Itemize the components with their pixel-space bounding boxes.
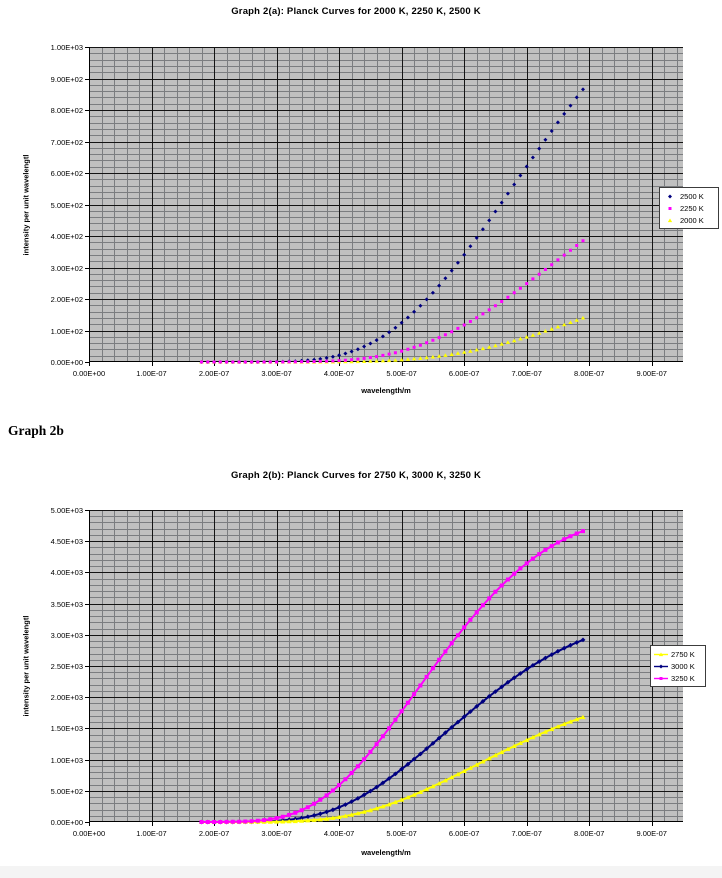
legend-marker-diamond-icon: [668, 194, 672, 198]
x-tick-label: 8.00E-07: [573, 829, 605, 838]
legend-item: 3000 K: [653, 660, 702, 672]
x-tick-label: 6.00E-07: [448, 369, 480, 378]
y-tick-label: 5.00E+02: [50, 200, 83, 210]
y-axis-title: intensity per unit wavelengtl: [21, 615, 31, 717]
y-tick-label: 2.00E+02: [50, 295, 83, 304]
x-tick-label: 9.00E-07: [636, 369, 667, 378]
x-tick-label: 5.00E-07: [386, 369, 417, 378]
axis-ticks: [85, 47, 653, 366]
y-tick-label: 9.00E+02: [50, 74, 83, 84]
plot-area: [85, 510, 683, 826]
y-tick-label: 8.00E+02: [50, 106, 83, 115]
x-tick-label: 0.00E+00: [72, 369, 106, 378]
legend-item-label: 3000 K: [671, 661, 695, 671]
y-tick-label: 1.00E+02: [50, 326, 83, 336]
x-tick-label: 3.00E-07: [261, 369, 292, 378]
chart-title: Graph 2(b): Planck Curves for 2750 K, 30…: [230, 470, 482, 481]
x-tick-label: 0.00E+00: [72, 829, 106, 838]
major-gridlines: [89, 47, 683, 362]
y-tick-label: 5.00E+03: [50, 506, 83, 515]
y-tick-label: 1.50E+03: [50, 724, 83, 734]
x-tick-label: 7.00E-07: [511, 829, 542, 838]
y-tick-label: 7.00E+02: [50, 137, 83, 147]
y-axis-title: intensity per unit wavelengtl: [21, 154, 31, 256]
y-tick-label: 0.00E+00: [50, 818, 83, 827]
x-tick-label: 6.00E-07: [448, 829, 480, 838]
legend-item-label: 2500 K: [680, 191, 704, 201]
y-tick-label: 6.00E+02: [50, 169, 83, 178]
legend-item-label: 3250 K: [671, 673, 695, 683]
section-heading: Graph 2b: [8, 423, 64, 438]
legend-item-label: 2250 K: [680, 203, 704, 213]
legend-item: 3250 K: [653, 672, 702, 684]
axis-lines: [89, 510, 683, 822]
y-tick-label: 2.00E+03: [50, 693, 83, 703]
x-tick-label: 3.00E-07: [261, 829, 292, 838]
legend: 2500 K 2250 K 2000 K: [659, 187, 719, 229]
legend-item: 2250 K: [662, 202, 715, 214]
legend-item-label: 2750 K: [671, 649, 695, 659]
x-tick-label: 7.00E-07: [511, 369, 542, 378]
y-tick-label: 5.00E+02: [50, 786, 83, 796]
minor-gridlines: [89, 47, 683, 362]
x-axis-title: wavelength/m: [361, 848, 411, 857]
x-tick-label: 8.00E-07: [573, 369, 605, 378]
plot-area: [85, 47, 683, 366]
x-tick-label: 9.00E-07: [636, 829, 667, 838]
legend-marker-square-icon: [668, 206, 672, 210]
y-tick-label: 4.00E+02: [50, 232, 83, 241]
legend-item: 2750 K: [653, 648, 702, 660]
x-tick-label: 1.00E-07: [136, 369, 167, 378]
legend-marker-triangle-icon: [654, 652, 668, 656]
legend-marker-square-icon: [654, 676, 668, 680]
y-tick-label: 1.00E+03: [50, 43, 83, 52]
legend-marker-triangle-icon: [667, 218, 673, 222]
y-tick-label: 3.50E+03: [50, 599, 83, 609]
x-tick-label: 5.00E-07: [386, 829, 417, 838]
y-tick-label: 4.00E+03: [50, 568, 83, 578]
legend-item: 2500 K: [662, 190, 715, 202]
y-tick-label: 4.50E+03: [50, 537, 83, 547]
x-tick-label: 2.00E-07: [198, 369, 230, 378]
x-tick-label: 4.00E-07: [323, 829, 355, 838]
legend-item-label: 2000 K: [680, 215, 704, 225]
y-tick-label: 1.00E+03: [50, 755, 83, 765]
y-tick-label: 3.00E+02: [50, 263, 83, 273]
y-tick-label: 2.50E+03: [50, 662, 83, 671]
x-axis-title: wavelength/m: [361, 386, 411, 395]
chart-title: Graph 2(a): Planck Curves for 2000 K, 22…: [231, 6, 481, 17]
y-tick-label: 3.00E+03: [50, 630, 83, 640]
plot-background: [89, 47, 683, 362]
x-tick-label: 2.00E-07: [198, 829, 230, 838]
x-tick-label: 1.00E-07: [136, 829, 167, 838]
footer-strip: [0, 866, 722, 878]
axis-lines: [89, 47, 683, 362]
legend: 2750 K 3000 K 3250 K: [650, 645, 706, 687]
x-tick-label: 4.00E-07: [323, 369, 355, 378]
legend-item: 2000 K: [662, 214, 715, 226]
legend-marker-diamond-icon: [654, 664, 668, 668]
y-tick-label: 0.00E+00: [50, 358, 83, 367]
